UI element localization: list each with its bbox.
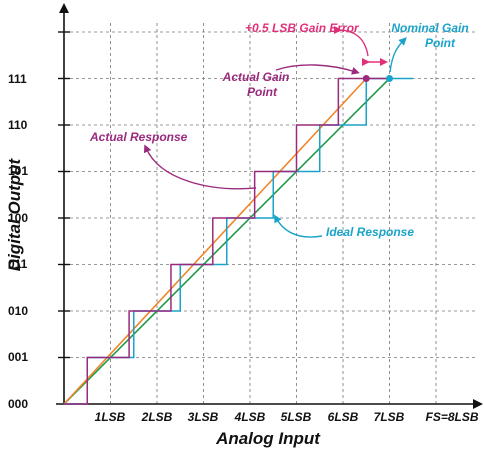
y-tick-label: 100	[8, 211, 28, 225]
y-tick-label: 011	[8, 257, 28, 271]
x-tick-labels: 1LSB 2LSB 3LSB 4LSB 5LSB 6LSB 7LSB FS=8L…	[95, 410, 479, 424]
y-tick-label: 110	[8, 118, 28, 132]
y-tick-label: 111	[8, 72, 27, 86]
nominal-gain-point-label: Point	[425, 36, 456, 50]
y-axis-tick-marks	[58, 31, 70, 359]
ideal-response-staircase	[64, 77, 413, 405]
x-tick-label: 7LSB	[374, 410, 405, 424]
gain-error-arrow	[333, 25, 369, 57]
actual-response-label: Actual Response	[89, 130, 188, 144]
x-tick-label: 1LSB	[95, 410, 126, 424]
gain-error-label: +0.5 LSB Gain Error	[245, 21, 360, 35]
actual-gain-point-label: Point	[247, 85, 278, 99]
nominal-gain-point-label: Nominal Gain	[391, 21, 468, 35]
y-axis-title: Digital Output	[5, 157, 24, 271]
x-tick-label: 5LSB	[281, 410, 312, 424]
x-tick-label: 3LSB	[188, 410, 219, 424]
nominal-gain-arrow	[389, 37, 407, 73]
nominal-gain-point-marker	[386, 75, 393, 82]
x-tick-label: 2LSB	[141, 410, 173, 424]
y-tick-label: 001	[8, 350, 28, 364]
actual-response-staircase	[64, 77, 390, 405]
x-tick-label: 6LSB	[328, 410, 359, 424]
x-axis-title: Analog Input	[215, 429, 321, 448]
actual-gain-line	[63, 77, 367, 405]
y-tick-label: 010	[8, 304, 28, 318]
actual-response-arrow	[143, 144, 257, 190]
ideal-response-label: Ideal Response	[326, 225, 414, 239]
x-tick-label: FS=8LSB	[425, 410, 478, 424]
actual-gain-point-label: Actual Gain	[222, 70, 290, 84]
y-tick-label: 101	[8, 164, 28, 178]
x-tick-label: 4LSB	[234, 410, 266, 424]
ideal-response-arrow	[274, 214, 323, 238]
y-tick-labels: 000 001 010 011 100 101 110 111	[8, 72, 28, 411]
y-tick-label: 000	[8, 397, 28, 411]
actual-gain-point-marker	[362, 75, 370, 82]
actual-gain-arrow	[275, 64, 360, 75]
